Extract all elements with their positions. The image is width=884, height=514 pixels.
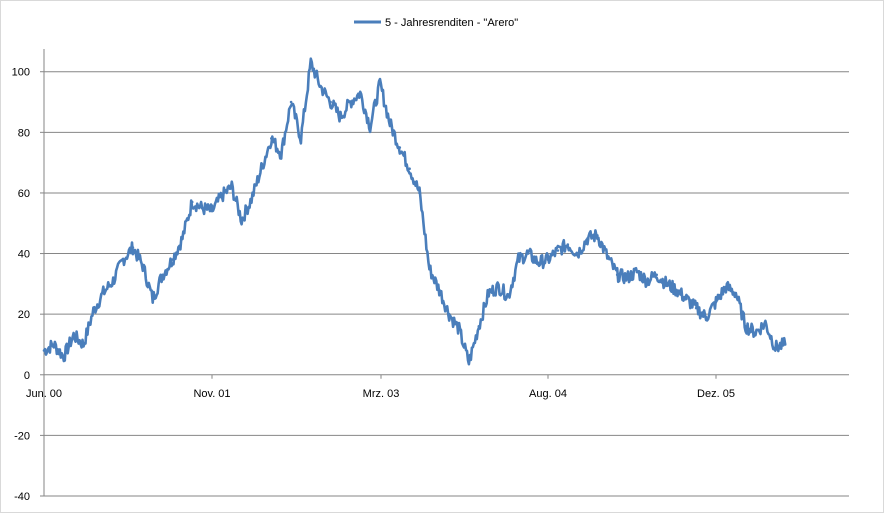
y-tick-label: 0	[24, 370, 30, 382]
data-point	[596, 234, 599, 237]
data-point	[190, 200, 194, 204]
data-point	[161, 273, 164, 277]
data-point	[764, 322, 767, 325]
data-point	[507, 294, 510, 298]
data-point	[250, 197, 253, 201]
data-point	[576, 252, 579, 255]
data-point	[349, 100, 352, 104]
data-point	[556, 249, 560, 252]
data-point	[141, 264, 145, 268]
data-point	[774, 346, 777, 349]
x-tick-label: Jun. 00	[26, 388, 62, 400]
legend-series-label: 5 - Jahresrenditen - "Arero"	[385, 17, 518, 29]
data-point	[329, 100, 332, 104]
y-axis-tick-labels: -40 -20 0 20 40 60 80 100	[12, 67, 44, 503]
data-point	[270, 137, 273, 140]
data-point	[210, 209, 214, 213]
y-tick-label: 80	[18, 127, 30, 139]
y-tick-label: -40	[14, 491, 30, 503]
data-point	[655, 273, 658, 277]
axes	[43, 49, 849, 496]
data-point	[685, 297, 688, 301]
data-point	[487, 291, 491, 295]
y-tick-label: 60	[18, 188, 30, 200]
y-tick-label: 20	[18, 309, 30, 321]
data-point	[299, 137, 303, 140]
data-point	[339, 115, 342, 119]
data-point	[240, 218, 243, 222]
x-tick-label: Nov. 01	[193, 388, 230, 400]
data-point	[388, 121, 392, 125]
data-point	[645, 279, 649, 283]
data-point	[428, 267, 431, 271]
data-point	[714, 300, 718, 304]
x-tick-label: Mrz. 03	[363, 388, 400, 400]
data-point	[744, 325, 747, 328]
data-point	[546, 258, 550, 261]
x-tick-label: Aug. 04	[529, 388, 567, 400]
series-line	[42, 57, 787, 366]
data-point	[52, 343, 56, 346]
data-point	[279, 152, 283, 155]
data-point	[754, 331, 757, 334]
series-layer	[42, 57, 787, 366]
data-point	[447, 312, 451, 316]
data-point	[171, 258, 174, 261]
data-point	[734, 291, 738, 295]
data-point	[131, 246, 135, 249]
data-point	[378, 82, 382, 86]
data-point	[72, 334, 75, 337]
data-point	[408, 167, 411, 170]
data-point	[438, 288, 441, 292]
data-point	[230, 185, 234, 189]
data-point	[309, 61, 313, 64]
data-point	[517, 258, 520, 261]
data-point	[92, 309, 95, 313]
data-point	[704, 315, 708, 319]
data-point	[82, 343, 85, 346]
data-point	[536, 261, 540, 265]
data-point	[615, 273, 619, 277]
data-point	[289, 100, 293, 104]
data-point	[665, 282, 668, 286]
data-point	[260, 167, 263, 170]
y-tick-label: -20	[14, 430, 30, 442]
y-tick-label: 100	[12, 67, 30, 79]
data-point	[497, 285, 500, 289]
data-point	[42, 349, 46, 352]
x-axis-tick-labels: Jun. 00 Nov. 01 Mrz. 03 Aug. 04 Dez. 05	[26, 374, 735, 400]
data-point	[526, 252, 530, 255]
data-point	[625, 276, 629, 280]
data-point	[606, 255, 609, 258]
data-point	[477, 325, 481, 328]
data-point	[102, 291, 105, 295]
data-point	[566, 243, 570, 246]
x-tick-label: Dez. 05	[697, 388, 735, 400]
data-point	[181, 237, 184, 240]
data-point	[368, 125, 372, 128]
data-point	[111, 279, 115, 283]
data-point	[319, 85, 323, 89]
data-point	[200, 206, 204, 210]
data-point	[418, 191, 421, 195]
data-point	[457, 328, 461, 331]
data-point	[220, 194, 224, 198]
data-point	[586, 237, 589, 240]
data-point	[724, 285, 728, 289]
legend: 5 - Jahresrenditen - "Arero"	[354, 17, 518, 29]
data-point	[398, 146, 402, 149]
data-point	[694, 306, 698, 310]
data-point	[635, 270, 639, 274]
y-tick-label: 40	[18, 249, 30, 261]
data-point	[467, 361, 471, 365]
data-point	[151, 297, 154, 301]
data-point	[783, 343, 787, 346]
data-point	[62, 355, 66, 358]
data-point	[675, 288, 678, 292]
data-point	[358, 91, 362, 95]
data-point	[121, 258, 125, 261]
